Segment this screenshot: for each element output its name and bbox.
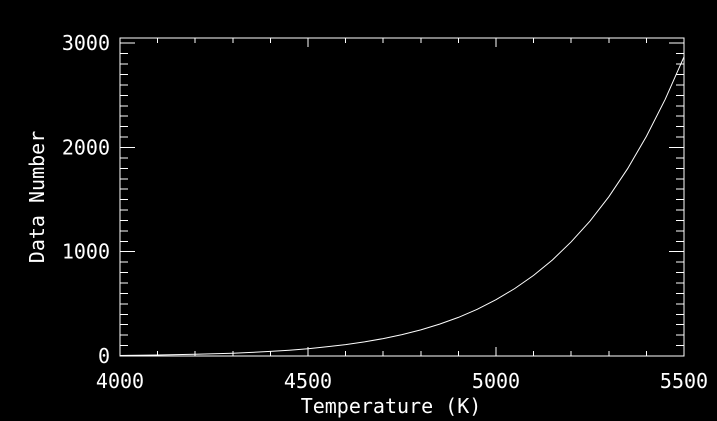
x-axis-label: Temperature (K)	[301, 394, 482, 418]
y-tick-label: 2000	[62, 135, 110, 159]
plot-frame	[119, 37, 685, 357]
y-tick-label: 0	[98, 344, 110, 368]
axis-ticks	[119, 38, 685, 357]
axis-tick-labels: 4000 4500 5000 5500 0 1000 2000 3000	[62, 31, 708, 393]
y-tick-label: 1000	[62, 240, 110, 264]
y-tick-label: 3000	[62, 31, 110, 55]
data-curve	[119, 56, 685, 356]
x-tick-label: 4000	[96, 369, 144, 393]
x-tick-label: 5000	[472, 369, 520, 393]
x-tick-label: 4500	[284, 369, 332, 393]
x-tick-label: 5500	[660, 369, 708, 393]
y-axis-label: Data Number	[25, 131, 49, 263]
